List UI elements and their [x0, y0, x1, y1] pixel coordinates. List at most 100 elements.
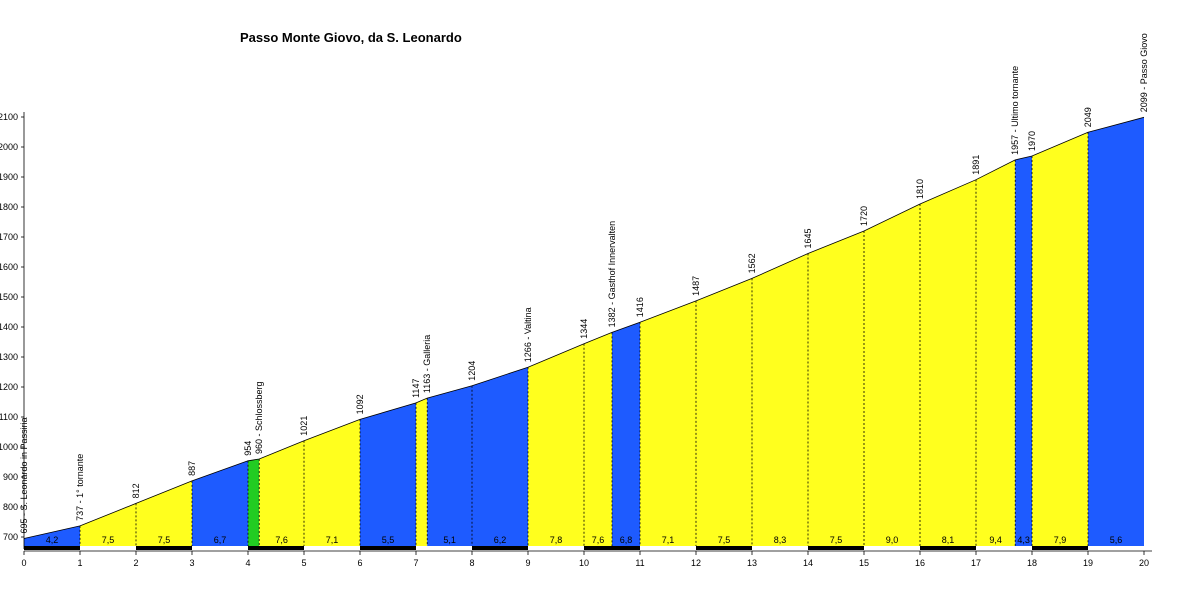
x-tick-label: 20	[1139, 558, 1149, 568]
profile-segment	[1088, 117, 1144, 550]
gradient-label: 7,5	[158, 535, 171, 545]
x-tick-label: 10	[579, 558, 589, 568]
gradient-label: 4,2	[46, 535, 59, 545]
x-tick-label: 13	[747, 558, 757, 568]
y-tick-label: 1300	[0, 352, 18, 362]
elevation-label: 2099 - Passo Giovo	[1139, 33, 1149, 112]
gradient-label: 7,6	[275, 535, 288, 545]
elevation-label: 1645	[803, 228, 813, 248]
gradient-label: 7,8	[550, 535, 563, 545]
x-tick-label: 8	[469, 558, 474, 568]
x-tick-label: 18	[1027, 558, 1037, 568]
profile-segment	[304, 419, 360, 549]
profile-segment	[360, 402, 416, 549]
profile-segment	[427, 385, 472, 549]
y-tick-label: 1100	[0, 412, 18, 422]
km-bar-block	[1088, 546, 1144, 550]
profile-segment	[248, 459, 260, 549]
segments-layer	[23, 116, 1145, 550]
profile-segment	[259, 440, 304, 549]
y-tick-label: 1400	[0, 322, 18, 332]
x-tick-label: 16	[915, 558, 925, 568]
gradient-label: 7,1	[662, 535, 675, 545]
gradient-label: 6,2	[494, 535, 507, 545]
gradient-label: 7,5	[102, 535, 115, 545]
km-bar-block	[528, 546, 584, 550]
y-tick-label: 1700	[0, 232, 18, 242]
km-bar-block	[248, 546, 304, 550]
km-bar-block	[864, 546, 920, 550]
profile-segment	[584, 332, 612, 549]
elevation-label: 954	[243, 441, 253, 456]
elevation-label: 1021	[299, 416, 309, 436]
elevation-label: 1970	[1027, 131, 1037, 151]
km-bar-block	[1032, 546, 1088, 550]
profile-segment	[808, 231, 864, 549]
profile-segment	[640, 300, 696, 549]
gradient-label: 7,5	[830, 535, 843, 545]
axes-layer: 7008009001000110012001300140015001600170…	[0, 112, 1152, 568]
elevation-label: 1147	[411, 379, 421, 398]
gradient-label: 8,3	[774, 535, 787, 545]
km-bar-block	[752, 546, 808, 550]
profile-segment	[976, 159, 1016, 549]
km-bar-block	[192, 546, 248, 550]
y-tick-label: 800	[3, 502, 18, 512]
x-tick-label: 12	[691, 558, 701, 568]
profile-segment	[864, 204, 920, 549]
profile-segment	[416, 398, 428, 549]
dividers-layer	[79, 132, 1089, 549]
gradient-label: 6,8	[620, 535, 633, 545]
x-tick-label: 4	[245, 558, 250, 568]
x-tick-label: 14	[803, 558, 813, 568]
elevation-label: 1891	[971, 155, 981, 175]
y-tick-label: 1900	[0, 172, 18, 182]
elevation-label: 1266 - Valtina	[523, 307, 533, 362]
elevation-labels-layer: 695 - S. Leonardo in Passiria 737 - 1° to…	[19, 33, 1149, 533]
elevation-label: 1092	[355, 394, 365, 414]
y-tick-label: 1000	[0, 442, 18, 452]
km-bar-block	[136, 546, 192, 550]
gradient-label: 5,5	[382, 535, 395, 545]
km-bar-block	[584, 546, 640, 550]
x-tick-label: 9	[525, 558, 530, 568]
km-bar-layer	[24, 546, 1144, 550]
gradient-label: 6,7	[214, 535, 227, 545]
elevation-label: 1416	[635, 297, 645, 317]
gradient-label: 7,5	[718, 535, 731, 545]
km-bar-block	[472, 546, 528, 550]
km-bar-block	[304, 546, 360, 550]
gradient-label: 7,6	[592, 535, 605, 545]
elevation-label: 2049	[1083, 107, 1093, 127]
km-bar-block	[416, 546, 472, 550]
x-tick-label: 2	[133, 558, 138, 568]
profile-segment	[24, 525, 80, 549]
x-tick-label: 6	[357, 558, 362, 568]
gradient-label: 9,4	[989, 535, 1002, 545]
y-tick-label: 700	[3, 532, 18, 542]
gradient-label: 4,3	[1017, 535, 1030, 545]
elevation-label: 737 - 1° tornante	[75, 454, 85, 521]
profile-segment	[528, 343, 584, 549]
profile-segment	[696, 278, 752, 549]
elevation-label: 1810	[915, 179, 925, 199]
km-bar-block	[696, 546, 752, 550]
profile-segment	[752, 253, 808, 549]
km-bar-block	[24, 546, 80, 550]
elevation-label: 1720	[859, 206, 869, 226]
gradient-label: 7,1	[326, 535, 339, 545]
profile-segment	[472, 367, 528, 549]
km-bar-block	[920, 546, 976, 550]
profile-segment	[80, 503, 136, 549]
y-tick-label: 1800	[0, 202, 18, 212]
profile-segment	[612, 322, 640, 549]
km-bar-block	[80, 546, 136, 550]
y-tick-label: 1500	[0, 292, 18, 302]
profile-segment	[1015, 156, 1032, 549]
x-tick-label: 1	[77, 558, 82, 568]
profile-segment	[920, 179, 976, 549]
chart-title: Passo Monte Giovo, da S. Leonardo	[240, 30, 462, 45]
elevation-label: 1957 - Ultimo tornante	[1010, 66, 1020, 155]
elevation-label: 1562	[747, 253, 757, 273]
